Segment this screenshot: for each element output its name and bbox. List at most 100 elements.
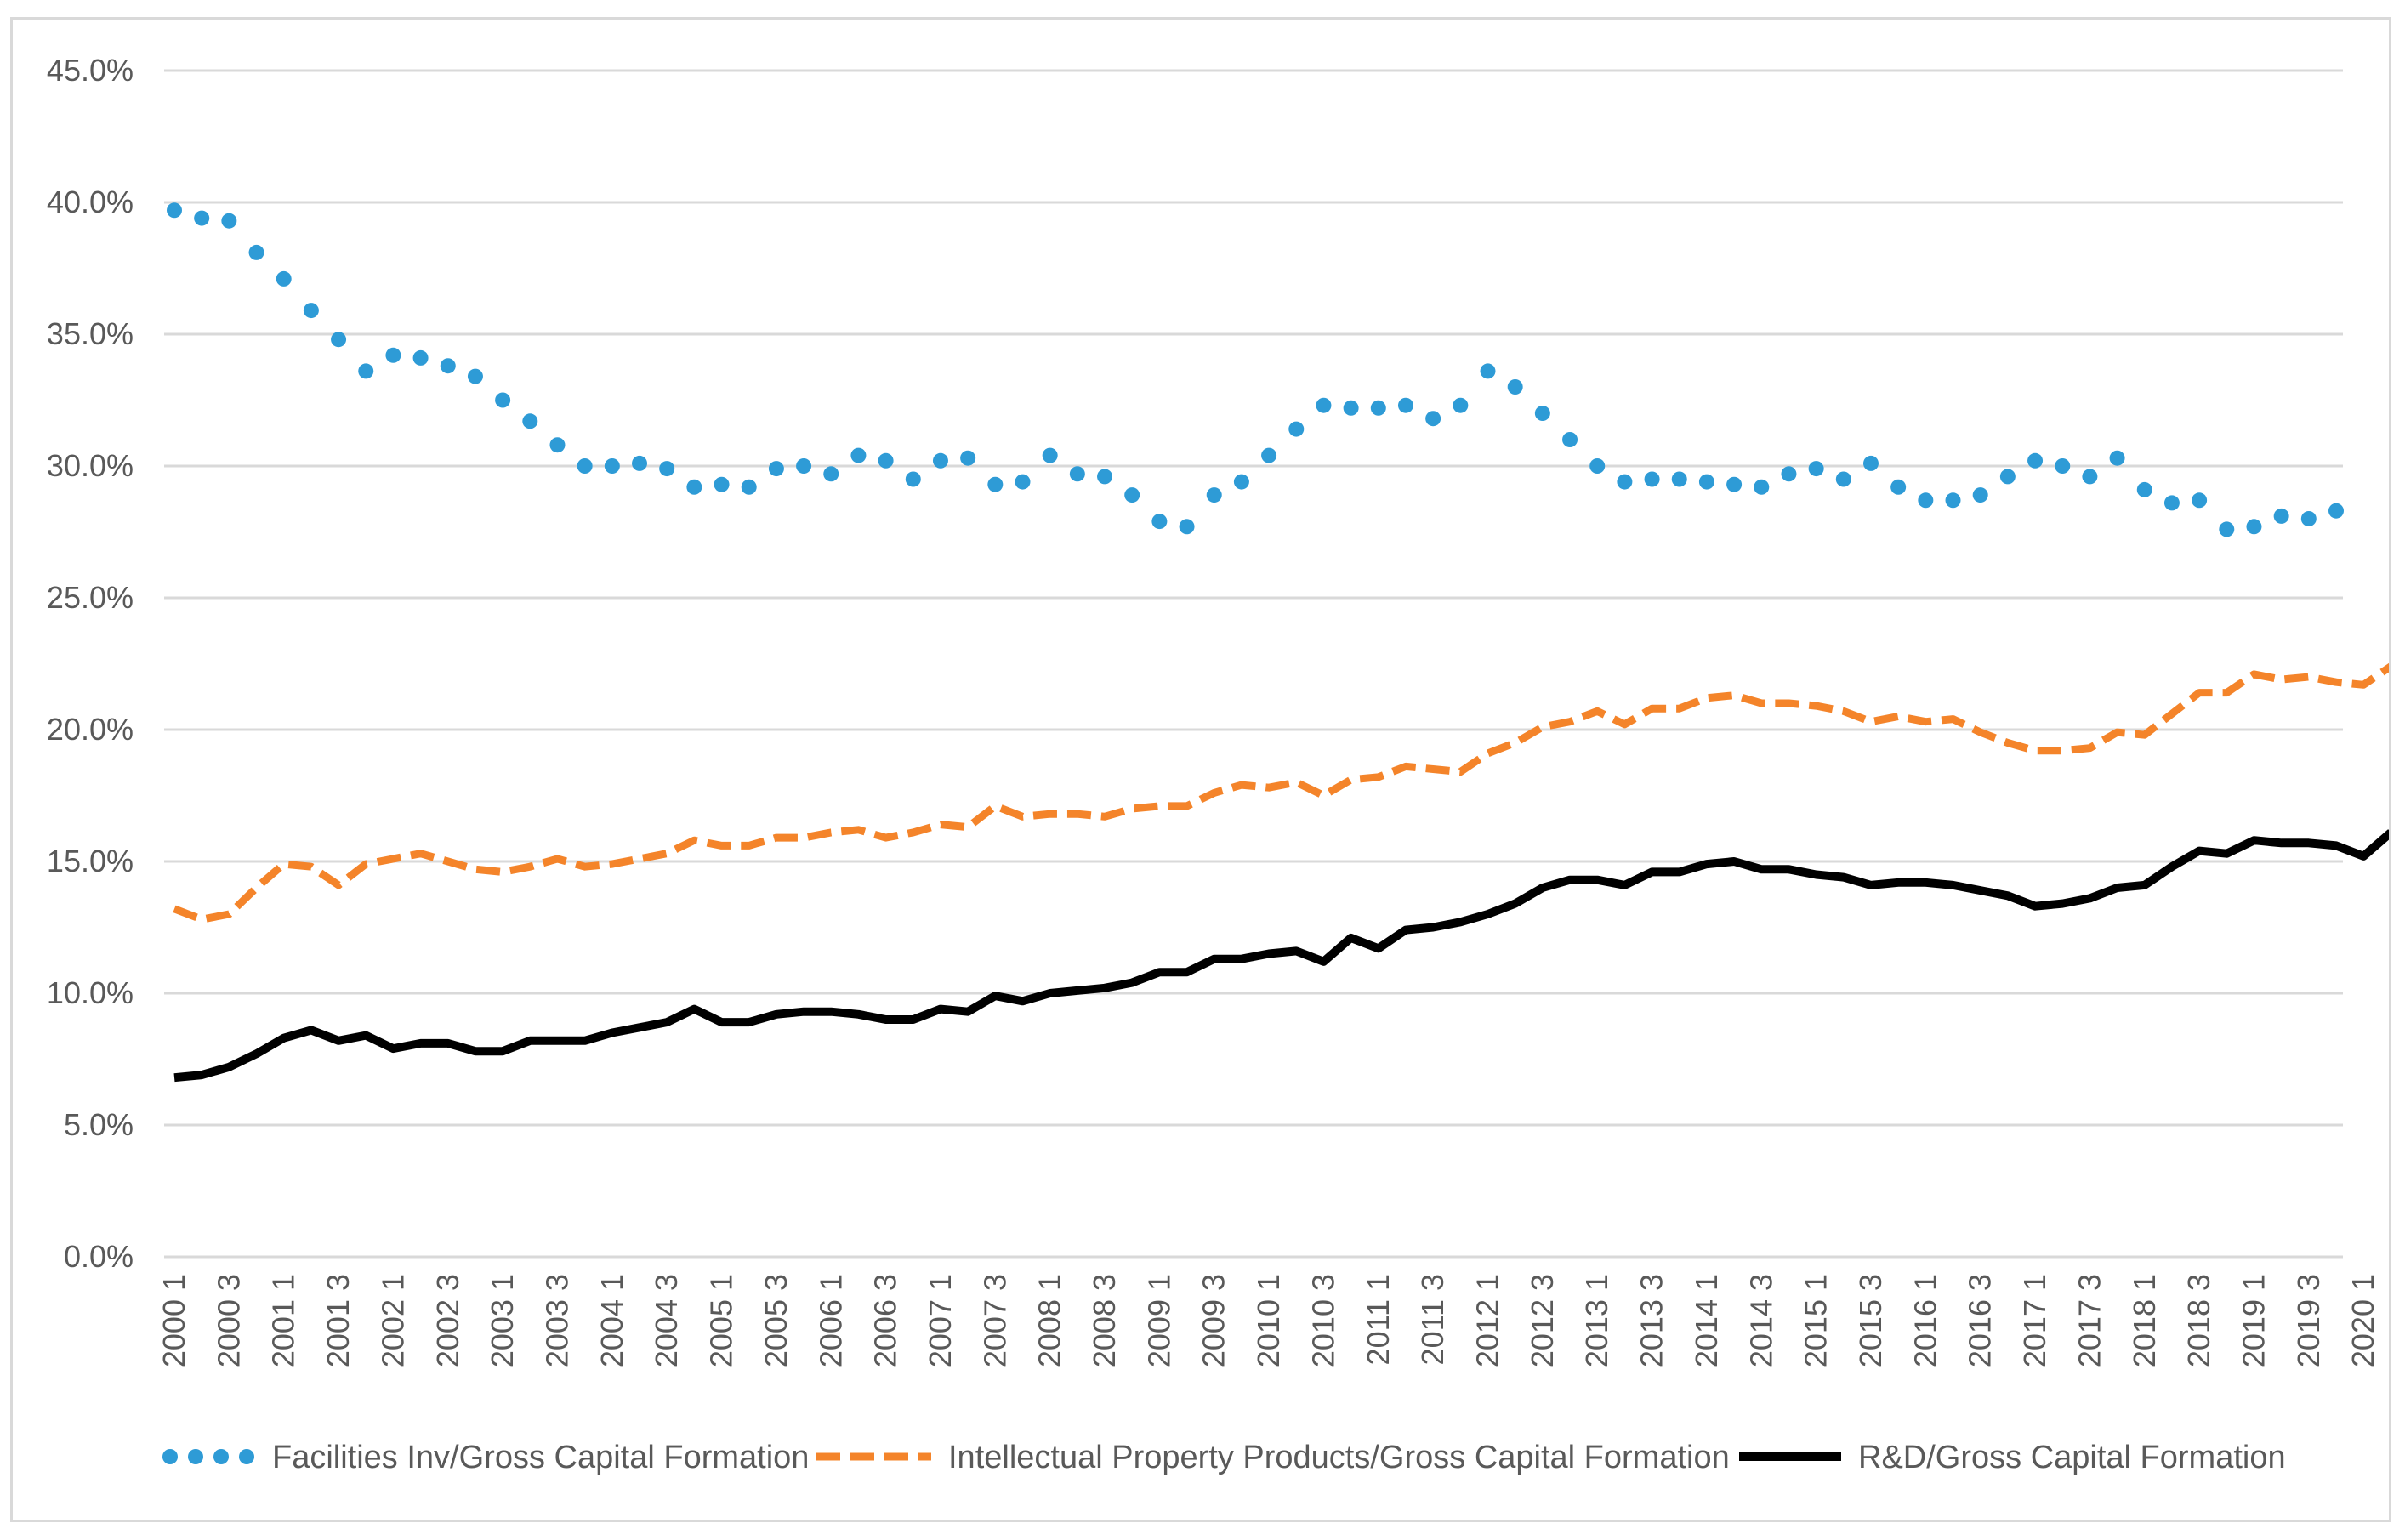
y-axis-tick-labels: 0.0% 5.0% 10.0% 15.0% 20.0% 25.0% 30.0% 35.0% 40… — [47, 53, 134, 1274]
data-point — [905, 471, 921, 487]
data-point — [1370, 400, 1386, 416]
data-point — [331, 332, 347, 348]
x-tick-label: 2002 1 — [375, 1274, 410, 1367]
x-tick-label: 2004 1 — [594, 1274, 629, 1367]
series-line — [173, 829, 2389, 1083]
data-point — [467, 368, 483, 384]
legend-marker — [188, 1449, 203, 1464]
data-point — [412, 349, 429, 366]
data-point — [1589, 458, 1606, 474]
x-tick-label: 2005 3 — [759, 1274, 793, 1367]
x-tick-label: 2016 1 — [1908, 1274, 1942, 1367]
data-point — [1124, 487, 1140, 503]
data-point — [1179, 519, 1195, 535]
data-point — [1617, 474, 1633, 490]
legend: Facilities Inv/Gross Capital Formation In… — [162, 1440, 2286, 1475]
data-point — [1233, 474, 1249, 490]
legend-marker — [162, 1449, 178, 1464]
data-point — [960, 450, 976, 466]
x-tick-label: 2006 3 — [868, 1274, 903, 1367]
x-tick-label: 2018 3 — [2181, 1274, 2216, 1367]
data-point — [1042, 447, 1058, 463]
data-point — [2300, 511, 2317, 526]
x-tick-label: 2012 3 — [1525, 1274, 1560, 1367]
x-tick-label: 2002 3 — [430, 1274, 465, 1367]
data-point — [1562, 432, 1578, 447]
x-tick-label: 2000 1 — [156, 1274, 191, 1367]
x-tick-label: 2013 3 — [1635, 1274, 1669, 1367]
data-point — [1069, 466, 1085, 482]
data-point — [2246, 519, 2262, 535]
data-point — [1862, 455, 1879, 471]
x-tick-label: 2010 3 — [1305, 1274, 1340, 1367]
x-tick-label: 2013 1 — [1579, 1274, 1614, 1367]
legend-entry: R&D/Gross Capital Formation — [1739, 1440, 2286, 1475]
data-point — [495, 392, 511, 408]
x-tick-label: 2004 3 — [649, 1274, 684, 1367]
data-point — [1015, 474, 1031, 490]
data-point — [549, 437, 566, 453]
x-tick-label: 2009 3 — [1197, 1274, 1231, 1367]
data-point — [932, 452, 948, 469]
x-tick-label: 2015 1 — [1799, 1274, 1834, 1367]
series-2 — [173, 662, 2389, 923]
data-point — [686, 479, 702, 495]
data-point — [2273, 508, 2289, 524]
y-tick-label: 15.0% — [47, 844, 134, 878]
y-tick-label: 30.0% — [47, 448, 134, 483]
data-point — [167, 202, 182, 219]
data-point — [987, 476, 1004, 492]
y-tick-label: 20.0% — [47, 712, 134, 747]
x-tick-label: 2006 1 — [813, 1274, 848, 1367]
series-lines — [167, 202, 2389, 1083]
series-line — [173, 662, 2389, 923]
data-point — [303, 303, 319, 319]
data-point — [2219, 521, 2235, 537]
x-tick-label: 2001 3 — [321, 1274, 355, 1367]
y-tick-label: 0.0% — [64, 1239, 134, 1274]
data-point — [221, 213, 237, 229]
x-tick-label: 2000 3 — [211, 1274, 246, 1367]
x-tick-label: 2003 3 — [539, 1274, 574, 1367]
data-point — [1972, 487, 1988, 503]
x-tick-label: 2016 3 — [1963, 1274, 1998, 1367]
legend-entry: Intellectual Property Products/Gross Cap… — [816, 1440, 1730, 1475]
data-point — [1754, 479, 1770, 495]
data-point — [632, 455, 648, 471]
legend-entry: Facilities Inv/Gross Capital Formation — [162, 1440, 809, 1475]
data-point — [2082, 469, 2098, 485]
data-point — [1425, 411, 1441, 427]
data-point — [1726, 476, 1743, 492]
x-tick-label: 2015 3 — [1853, 1274, 1888, 1367]
x-tick-label: 2017 3 — [2072, 1274, 2107, 1367]
data-point — [1890, 479, 1907, 495]
data-point — [385, 347, 401, 363]
x-tick-label: 2011 1 — [1361, 1274, 1396, 1365]
x-tick-label: 2010 1 — [1251, 1274, 1286, 1367]
data-point — [1316, 397, 1332, 413]
data-point — [1261, 447, 1277, 463]
x-tick-label: 2014 3 — [1743, 1274, 1778, 1367]
y-tick-label: 40.0% — [47, 185, 134, 219]
data-point — [358, 363, 374, 379]
gridlines — [164, 69, 2343, 1127]
data-point — [2163, 495, 2180, 511]
x-tick-label: 2012 1 — [1470, 1274, 1505, 1367]
data-point — [714, 476, 730, 492]
data-point — [1288, 421, 1305, 437]
data-point — [1507, 379, 1523, 395]
data-point — [522, 413, 538, 429]
data-point — [2136, 481, 2152, 497]
data-point — [1534, 406, 1550, 421]
x-tick-label: 2007 3 — [977, 1274, 1012, 1367]
data-point — [1397, 397, 1413, 413]
y-tick-label: 35.0% — [47, 316, 134, 351]
x-tick-label: 2020 1 — [2345, 1274, 2380, 1367]
data-point — [796, 458, 812, 474]
data-point — [768, 461, 784, 477]
line-chart: 0.0% 5.0% 10.0% 15.0% 20.0% 25.0% 30.0% 35.0% 40… — [47, 53, 2389, 1475]
x-tick-label: 2014 1 — [1689, 1274, 1724, 1367]
x-tick-label: 2001 1 — [266, 1274, 301, 1367]
data-point — [440, 358, 456, 374]
y-tick-label: 25.0% — [47, 580, 134, 615]
